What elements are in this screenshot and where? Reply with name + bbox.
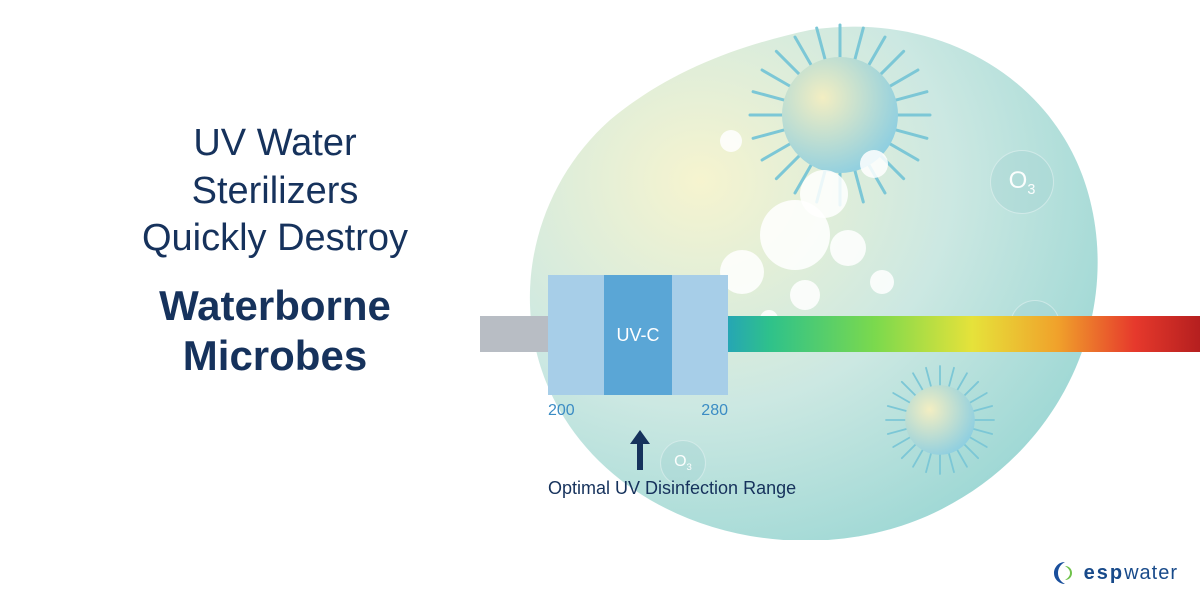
- wavelength-high: 280: [701, 402, 728, 420]
- title-bold-line: Microbes: [183, 332, 367, 379]
- brand-logo: espwater: [1052, 560, 1178, 586]
- logo-text: espwater: [1084, 562, 1178, 585]
- bubble: [790, 280, 820, 310]
- title-line: UV Water: [193, 122, 356, 164]
- bubble: [760, 200, 830, 270]
- wavelength-labels: 200 280: [548, 402, 728, 420]
- title-line: Quickly Destroy: [142, 217, 408, 259]
- uvc-right: [672, 275, 728, 395]
- bubble: [870, 270, 894, 294]
- uvc-range-box: UV-C: [548, 275, 728, 395]
- bubble: [860, 150, 888, 178]
- up-arrow-icon: [628, 428, 652, 472]
- uvc-left: [548, 275, 604, 395]
- arrow-caption: Optimal UV Disinfection Range: [548, 478, 868, 499]
- bubble: [830, 230, 866, 266]
- logo-swirl-icon: [1052, 560, 1078, 586]
- uvc-mid: UV-C: [604, 275, 672, 395]
- headline: UV Water Sterilizers Quickly Destroy Wat…: [60, 120, 490, 381]
- bubble: [720, 130, 742, 152]
- spectrum-uv-gray: [480, 316, 550, 352]
- title-line: Sterilizers: [192, 170, 359, 212]
- arrow-annotation: Optimal UV Disinfection Range: [548, 428, 868, 499]
- title-bold-line: Waterborne: [159, 282, 391, 329]
- uvc-label: UV-C: [616, 325, 659, 346]
- ozone-bubble: O3: [990, 150, 1054, 214]
- virus-icon-small: [880, 360, 1000, 480]
- wavelength-low: 200: [548, 402, 575, 420]
- infographic-root: O3 O3 O3 UV Water Sterilizers Quickly De…: [0, 0, 1200, 600]
